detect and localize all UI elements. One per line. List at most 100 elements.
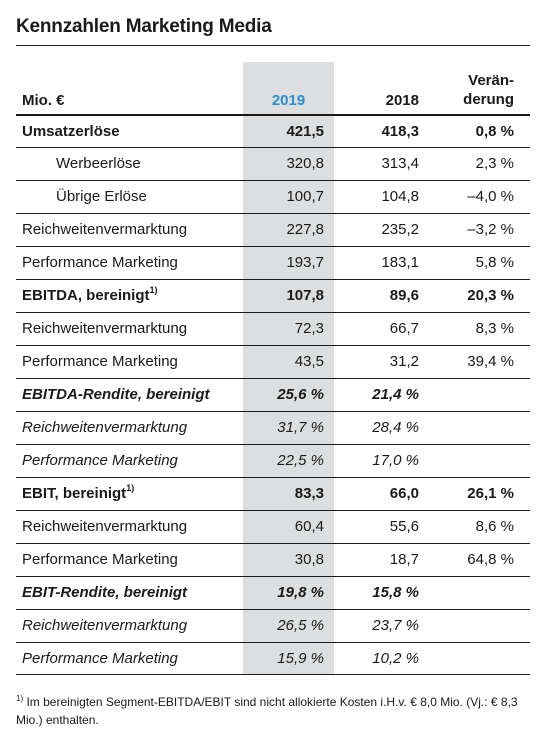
header-change-line2: derung bbox=[463, 91, 514, 108]
table-row: Reichweitenvermarktung 72,3 66,7 8,3 % bbox=[16, 312, 530, 345]
row-label-text: Reichweitenvermarktung bbox=[22, 419, 188, 436]
value-2019-text: 320,8 bbox=[286, 155, 324, 172]
row-label: Performance Marketing bbox=[22, 346, 178, 378]
row-label-text: Performance Marketing bbox=[22, 353, 178, 370]
table-row: EBITDA, bereinigt1) 107,8 89,6 20,3 % bbox=[16, 279, 530, 312]
header-unit-label: Mio. € bbox=[22, 92, 65, 109]
value-2019-text: 30,8 bbox=[294, 551, 324, 568]
value-change: 2,3 % bbox=[426, 148, 514, 180]
value-2018: 15,8 % bbox=[351, 577, 419, 609]
table-row: Reichweitenvermarktung 227,8 235,2 –3,2 % bbox=[16, 213, 530, 246]
value-2019-text: 421,5 bbox=[286, 123, 324, 140]
row-label: EBITDA, bereinigt1) bbox=[22, 280, 158, 312]
value-2019: 30,8 bbox=[243, 544, 324, 576]
kpi-table: Mio. € 2019 2018 Verän- derung Umsatzerl… bbox=[16, 62, 530, 675]
value-2018: 418,3 bbox=[351, 116, 419, 148]
value-2019: 43,5 bbox=[243, 346, 324, 378]
value-2018-text: 31,2 bbox=[389, 353, 419, 370]
value-2018: 89,6 bbox=[351, 280, 419, 312]
row-label: Reichweitenvermarktung bbox=[22, 214, 187, 246]
value-2018: 183,1 bbox=[351, 247, 419, 279]
value-2018-text: 17,0 % bbox=[372, 452, 419, 469]
value-2018-text: 18,7 bbox=[389, 551, 419, 568]
value-2019: 193,7 bbox=[243, 247, 324, 279]
row-label-text: Umsatzerlöse bbox=[22, 123, 120, 140]
value-change: 39,4 % bbox=[426, 346, 514, 378]
value-2019: 107,8 bbox=[243, 280, 324, 312]
row-label-text: EBITDA, bereinigt bbox=[22, 287, 150, 304]
header-year-2019: 2019 bbox=[271, 92, 306, 109]
footnote-mark: 1) bbox=[16, 694, 24, 703]
header-change-line1: Verän- bbox=[468, 72, 514, 89]
row-label: Werbeerlöse bbox=[56, 148, 141, 180]
page-title: Kennzahlen Marketing Media bbox=[16, 16, 272, 37]
value-2019: 26,5 % bbox=[243, 610, 324, 642]
value-2019: 72,3 bbox=[243, 313, 324, 345]
footnote-text: Im bereinigten Segment-EBITDA/EBIT sind … bbox=[16, 695, 518, 727]
value-change-text: 8,6 % bbox=[475, 518, 514, 535]
value-2018-text: 55,6 bbox=[389, 518, 419, 535]
table-row: Übrige Erlöse 100,7 104,8 –4,0 % bbox=[16, 180, 530, 213]
table-header: Mio. € 2019 2018 Verän- derung bbox=[16, 62, 530, 114]
row-label-text: Reichweitenvermarktung bbox=[22, 221, 188, 238]
value-2018: 235,2 bbox=[351, 214, 419, 246]
table-row: Werbeerlöse 320,8 313,4 2,3 % bbox=[16, 147, 530, 180]
value-2019-text: 19,8 % bbox=[277, 584, 324, 601]
row-label: Performance Marketing bbox=[22, 445, 178, 477]
table-row: Performance Marketing 43,5 31,2 39,4 % bbox=[16, 345, 530, 378]
row-label-text: EBIT, bereinigt bbox=[22, 485, 127, 502]
header-change: Verän- derung bbox=[426, 71, 514, 109]
row-label: Reichweitenvermarktung bbox=[22, 610, 187, 642]
footnote-reference: 1) bbox=[149, 285, 158, 295]
value-2019-text: 227,8 bbox=[286, 221, 324, 238]
value-2019-text: 43,5 bbox=[294, 353, 324, 370]
value-change-text: –3,2 % bbox=[467, 221, 514, 238]
value-2018-text: 235,2 bbox=[381, 221, 419, 238]
value-2019: 19,8 % bbox=[243, 577, 324, 609]
row-label-text: Performance Marketing bbox=[22, 254, 178, 271]
value-2018: 66,7 bbox=[351, 313, 419, 345]
value-2019-text: 193,7 bbox=[286, 254, 324, 271]
value-change-text: 64,8 % bbox=[467, 551, 514, 568]
value-2019-text: 100,7 bbox=[286, 188, 324, 205]
value-2018-text: 23,7 % bbox=[372, 617, 419, 634]
value-change-text: 26,1 % bbox=[467, 485, 514, 502]
header-year-2018: 2018 bbox=[385, 92, 419, 109]
row-label-text: Reichweitenvermarktung bbox=[22, 518, 188, 535]
value-change-text: 0,8 % bbox=[475, 123, 514, 140]
footnote-reference: 1) bbox=[126, 483, 135, 493]
value-2019: 100,7 bbox=[243, 181, 324, 213]
value-2019: 25,6 % bbox=[243, 379, 324, 411]
row-label: Reichweitenvermarktung bbox=[22, 511, 187, 543]
row-label: Performance Marketing bbox=[22, 247, 178, 279]
value-change: 5,8 % bbox=[426, 247, 514, 279]
row-label: Umsatzerlöse bbox=[22, 116, 120, 148]
value-change-text: 8,3 % bbox=[475, 320, 514, 337]
row-label: Übrige Erlöse bbox=[56, 181, 147, 213]
table-row: Reichweitenvermarktung 31,7 % 28,4 % bbox=[16, 411, 530, 444]
value-2019-text: 22,5 % bbox=[277, 452, 324, 469]
table-row: Reichweitenvermarktung 26,5 % 23,7 % bbox=[16, 609, 530, 642]
column-2019-highlight bbox=[243, 62, 334, 674]
row-label-text: Reichweitenvermarktung bbox=[22, 320, 188, 337]
value-2018-text: 66,0 bbox=[389, 485, 419, 502]
value-2018-text: 66,7 bbox=[389, 320, 419, 337]
table-row: Performance Marketing 22,5 % 17,0 % bbox=[16, 444, 530, 477]
row-label-text: Performance Marketing bbox=[22, 452, 178, 469]
value-2019: 31,7 % bbox=[243, 412, 324, 444]
value-change: 64,8 % bbox=[426, 544, 514, 576]
value-2018: 17,0 % bbox=[351, 445, 419, 477]
table-row: Performance Marketing 15,9 % 10,2 % bbox=[16, 642, 530, 675]
row-label-text: Reichweitenvermarktung bbox=[22, 617, 188, 634]
row-label-text: EBIT-Rendite, bereinigt bbox=[22, 584, 188, 601]
row-label: EBIT, bereinigt1) bbox=[22, 478, 134, 510]
value-2019-text: 72,3 bbox=[294, 320, 324, 337]
value-2019-text: 83,3 bbox=[294, 485, 324, 502]
value-change: 20,3 % bbox=[426, 280, 514, 312]
title-divider bbox=[16, 45, 530, 46]
value-2019: 22,5 % bbox=[243, 445, 324, 477]
value-change: 8,3 % bbox=[426, 313, 514, 345]
value-change-text: 5,8 % bbox=[475, 254, 514, 271]
value-2018: 55,6 bbox=[351, 511, 419, 543]
table-row: Performance Marketing 30,8 18,7 64,8 % bbox=[16, 543, 530, 576]
